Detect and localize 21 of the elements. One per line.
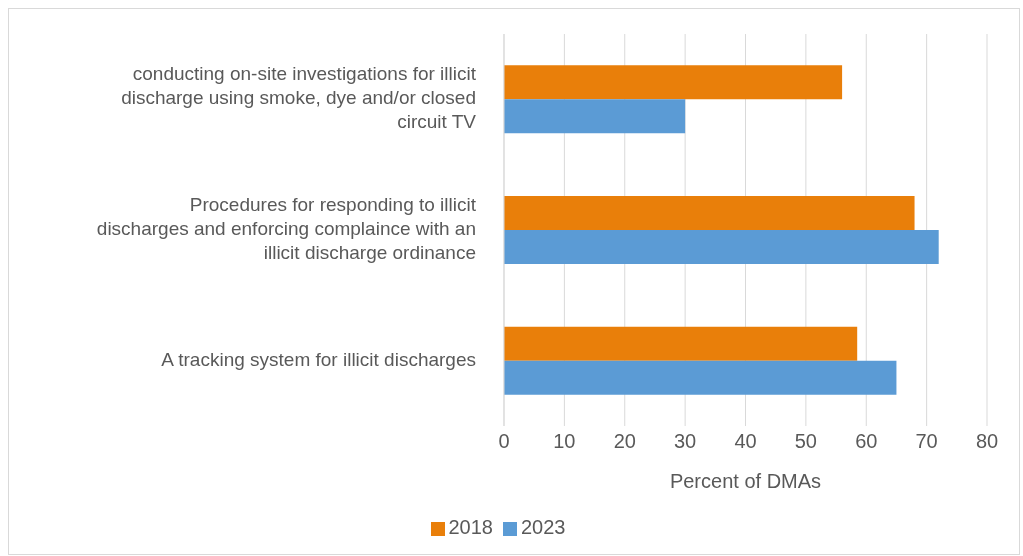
bar: [504, 230, 939, 265]
bar: [504, 99, 686, 134]
x-tick-label: 0: [498, 430, 510, 453]
x-tick-label: 70: [915, 430, 938, 453]
x-axis-title: Percent of DMAs: [669, 470, 822, 492]
y-tick-label: Procedures for responding to illicit discharges and enforcing complaince with an illicit discharge ordinance: [96, 194, 477, 264]
bar: [504, 196, 915, 231]
x-tick-label: 10: [553, 430, 576, 453]
x-tick-label: 30: [674, 430, 697, 453]
y-tick-label: A tracking system for illicit discharges: [161, 348, 476, 370]
x-tick-label: 20: [613, 430, 636, 453]
x-tick-label: 80: [975, 430, 999, 453]
x-tick-label: 60: [855, 430, 878, 453]
legend-label: 2018: [448, 516, 493, 538]
legend-label: 2023: [521, 516, 566, 538]
bar: [504, 65, 843, 100]
bar: [504, 326, 858, 361]
y-tick-label: conducting on-site investigations for illicit discharge using smoke, dye and/or closed circuit TV: [121, 63, 477, 133]
x-tick-label: 50: [794, 430, 817, 453]
bar: [504, 360, 897, 395]
x-tick-label: 40: [734, 430, 757, 453]
